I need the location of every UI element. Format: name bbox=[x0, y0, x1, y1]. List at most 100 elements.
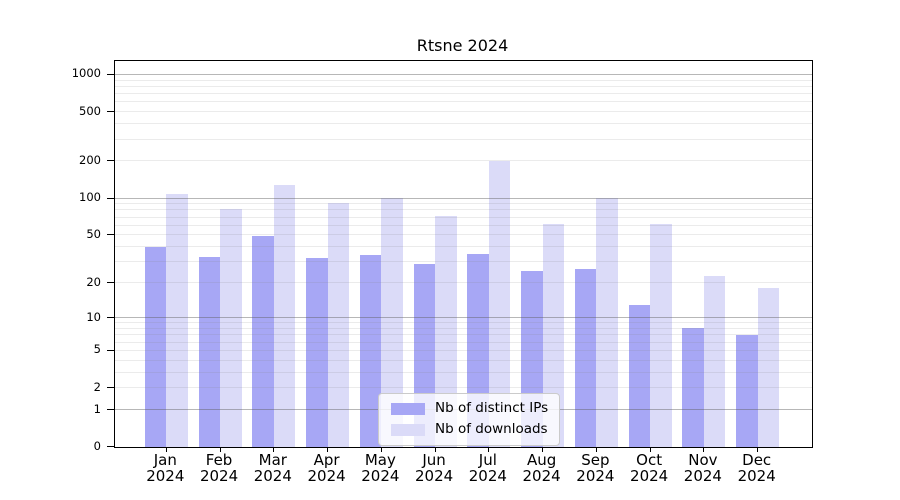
y-tick bbox=[107, 282, 114, 284]
bar-downloads bbox=[488, 160, 511, 447]
y-tick-label: 200 bbox=[79, 152, 101, 167]
y-tick bbox=[107, 234, 114, 236]
bar-distinct-ips bbox=[682, 328, 704, 447]
bar-distinct-ips bbox=[736, 334, 758, 447]
y-tick-label: 20 bbox=[86, 274, 101, 289]
y-tick-label: 10 bbox=[86, 309, 101, 324]
gridline bbox=[115, 341, 812, 343]
gridline bbox=[115, 209, 812, 211]
y-tick bbox=[107, 317, 114, 319]
plot-area bbox=[107, 60, 813, 452]
y-tick-label: 50 bbox=[86, 226, 101, 241]
x-tick bbox=[757, 447, 759, 452]
bar-distinct-ips bbox=[359, 255, 382, 447]
bar-downloads bbox=[596, 197, 618, 447]
x-tick bbox=[649, 447, 651, 452]
gridline bbox=[115, 322, 812, 324]
bar-downloads bbox=[381, 197, 403, 447]
legend-label-downloads: Nb of downloads bbox=[435, 421, 548, 437]
gridline bbox=[115, 234, 812, 236]
gridline bbox=[115, 282, 812, 284]
x-tick-label: Apr 2024 bbox=[307, 451, 346, 485]
x-tick bbox=[219, 447, 221, 452]
gridline bbox=[115, 73, 812, 75]
x-tick-label: Dec 2024 bbox=[737, 451, 776, 485]
bar-distinct-ips bbox=[252, 236, 274, 447]
bar-distinct-ips bbox=[144, 246, 167, 447]
gridline bbox=[115, 138, 812, 140]
gridline bbox=[115, 387, 812, 389]
y-tick bbox=[107, 445, 114, 447]
gridline bbox=[115, 79, 812, 81]
legend: Nb of distinct IPs Nb of downloads bbox=[378, 393, 561, 446]
gridline bbox=[115, 111, 812, 113]
gridline bbox=[115, 334, 812, 336]
y-axis-labels: 0 1 2 5 10 20 50 100 200 500 1000 bbox=[0, 0, 101, 500]
bar-distinct-ips bbox=[198, 256, 221, 447]
bar-distinct-ips bbox=[628, 304, 651, 447]
legend-label-distinct-ips: Nb of distinct IPs bbox=[435, 400, 549, 416]
legend-swatch-downloads bbox=[391, 423, 425, 436]
x-tick-label: Feb 2024 bbox=[199, 451, 239, 485]
legend-item-distinct-ips: Nb of distinct IPs bbox=[391, 401, 548, 416]
x-tick bbox=[542, 447, 544, 452]
chart-title: Rtsne 2024 bbox=[416, 36, 509, 55]
bar-downloads bbox=[542, 224, 565, 447]
legend-item-downloads: Nb of downloads bbox=[391, 422, 548, 437]
gridline bbox=[115, 359, 812, 361]
y-tick bbox=[107, 349, 114, 351]
x-tick bbox=[273, 447, 275, 452]
y-tick-label: 1000 bbox=[71, 66, 101, 81]
gridline bbox=[115, 349, 812, 351]
x-tick bbox=[165, 447, 167, 452]
gridline bbox=[115, 197, 812, 199]
bar-downloads bbox=[220, 209, 242, 447]
gridline bbox=[115, 327, 812, 329]
x-tick-label: Oct 2024 bbox=[630, 451, 669, 485]
y-tick bbox=[107, 160, 114, 162]
y-tick bbox=[107, 197, 114, 199]
x-tick-label: Aug 2024 bbox=[522, 451, 561, 485]
gridline bbox=[115, 246, 812, 248]
gridline bbox=[115, 93, 812, 95]
bar-distinct-ips bbox=[574, 269, 597, 447]
bar-downloads bbox=[166, 193, 188, 447]
y-tick-label: 100 bbox=[79, 190, 101, 205]
x-tick bbox=[327, 447, 329, 452]
y-tick-label: 5 bbox=[93, 342, 101, 357]
bar-downloads bbox=[273, 185, 296, 447]
x-tick-label: Jun 2024 bbox=[415, 451, 454, 485]
x-tick-label: Sep 2024 bbox=[576, 451, 615, 485]
bar-distinct-ips bbox=[306, 258, 328, 447]
x-tick bbox=[488, 447, 490, 452]
y-tick bbox=[107, 409, 114, 411]
gridline bbox=[115, 160, 812, 162]
bar-downloads bbox=[327, 203, 350, 447]
gridline bbox=[115, 85, 812, 87]
gridline bbox=[115, 203, 812, 205]
bar-downloads bbox=[435, 215, 457, 447]
y-tick bbox=[107, 387, 114, 389]
gridline bbox=[115, 371, 812, 373]
gridline bbox=[115, 123, 812, 125]
x-tick bbox=[434, 447, 436, 452]
x-tick-label: May 2024 bbox=[361, 451, 400, 485]
x-tick bbox=[380, 447, 382, 452]
x-tick bbox=[703, 447, 705, 452]
bar-downloads bbox=[703, 275, 726, 447]
x-tick-label: Nov 2024 bbox=[683, 451, 722, 485]
gridline bbox=[115, 216, 812, 218]
gridline bbox=[115, 101, 812, 103]
y-tick-label: 2 bbox=[93, 379, 101, 394]
x-tick-label: Mar 2024 bbox=[253, 451, 292, 485]
y-tick bbox=[107, 111, 114, 113]
gridline bbox=[115, 261, 812, 263]
gridline bbox=[115, 224, 812, 226]
y-tick-label: 500 bbox=[79, 103, 101, 118]
gridline bbox=[115, 317, 812, 319]
x-tick-label: Jul 2024 bbox=[468, 451, 507, 485]
y-tick-label: 0 bbox=[93, 439, 101, 453]
bar-downloads bbox=[757, 288, 780, 447]
legend-swatch-distinct-ips bbox=[391, 402, 425, 415]
